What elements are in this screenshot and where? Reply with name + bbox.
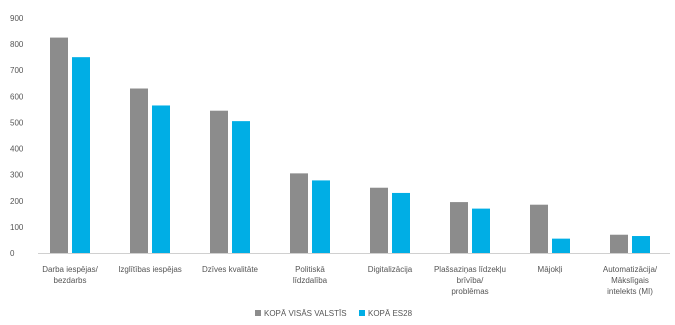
y-tick-label: 400 [10, 145, 24, 154]
bar-kopa-visas-valstis [370, 187, 388, 253]
category-label-line: līdzdalība [293, 276, 328, 285]
bar-kopa-visas-valstis [210, 110, 228, 253]
bar-kopa-visas-valstis [610, 234, 628, 253]
category-label: Izglītības iespējas [118, 265, 182, 274]
y-tick-label: 900 [10, 14, 24, 23]
legend: KOPĀ VISĀS VALSTĪS KOPĀ ES28 [255, 309, 413, 318]
category-label-line: intelekts (MI) [607, 287, 653, 296]
bar-kopa-visas-valstis [450, 202, 468, 253]
y-tick-label: 600 [10, 92, 24, 101]
category-label: Digitalizācija [368, 265, 413, 274]
y-axis-ticks: 0 100 200 300 400 500 600 700 800 900 [10, 14, 24, 258]
bars [50, 37, 650, 254]
legend-swatch [255, 310, 261, 316]
category-label: Automatizācija/Mākslīgais intelekts (MI) [603, 265, 658, 296]
category-label-line: Dzīves kvalitāte [202, 265, 259, 274]
bar-kopa-es28 [632, 236, 650, 253]
category-label-line: Plašsaziņas līdzekļu [434, 265, 506, 274]
bar-kopa-es28 [472, 208, 490, 253]
bar-kopa-visas-valstis [50, 37, 68, 254]
y-tick-label: 800 [10, 40, 24, 49]
category-label-line: Politiskā [295, 265, 325, 274]
category-label: Dzīves kvalitāte [202, 265, 259, 274]
legend-swatch [359, 310, 365, 316]
y-tick-label: 200 [10, 197, 24, 206]
category-label-line: Izglītības iespējas [118, 265, 182, 274]
legend-label: KOPĀ VISĀS VALSTĪS [264, 309, 347, 318]
bar-kopa-es28 [312, 180, 330, 253]
category-label: Politiskā līdzdalība [293, 265, 328, 285]
bar-kopa-es28 [152, 105, 170, 253]
legend-label: KOPĀ ES28 [368, 309, 413, 318]
y-tick-label: 500 [10, 118, 24, 127]
bar-kopa-es28 [392, 192, 410, 253]
category-label-line: Digitalizācija [368, 265, 413, 274]
category-labels: Darba iespējas/bezdarbs Izglītības iespēj… [42, 265, 658, 296]
category-label-line: Mākslīgais [611, 276, 649, 285]
category-label-line: Darba iespējas/ [42, 265, 98, 274]
y-tick-label: 300 [10, 171, 24, 180]
category-label-line: Automatizācija/ [603, 265, 658, 274]
bar-kopa-es28 [72, 57, 90, 253]
category-label: Mājokļi [538, 265, 563, 274]
category-label-line: problēmas [451, 287, 488, 296]
category-label-line: brīvība/ [457, 276, 484, 285]
bar-kopa-visas-valstis [130, 88, 148, 253]
y-tick-label: 0 [10, 249, 15, 258]
bar-kopa-es28 [232, 121, 250, 253]
y-tick-label: 100 [10, 223, 24, 232]
category-label-line: bezdarbs [54, 276, 87, 285]
y-tick-label: 700 [10, 66, 24, 75]
bar-kopa-es28 [552, 238, 570, 253]
category-label: Plašsaziņas līdzekļu brīvība/problēmas [434, 265, 506, 296]
bar-kopa-visas-valstis [290, 173, 308, 253]
category-label-line: Mājokļi [538, 265, 563, 274]
bar-kopa-visas-valstis [530, 204, 548, 253]
category-label: Darba iespējas/bezdarbs [42, 265, 98, 285]
